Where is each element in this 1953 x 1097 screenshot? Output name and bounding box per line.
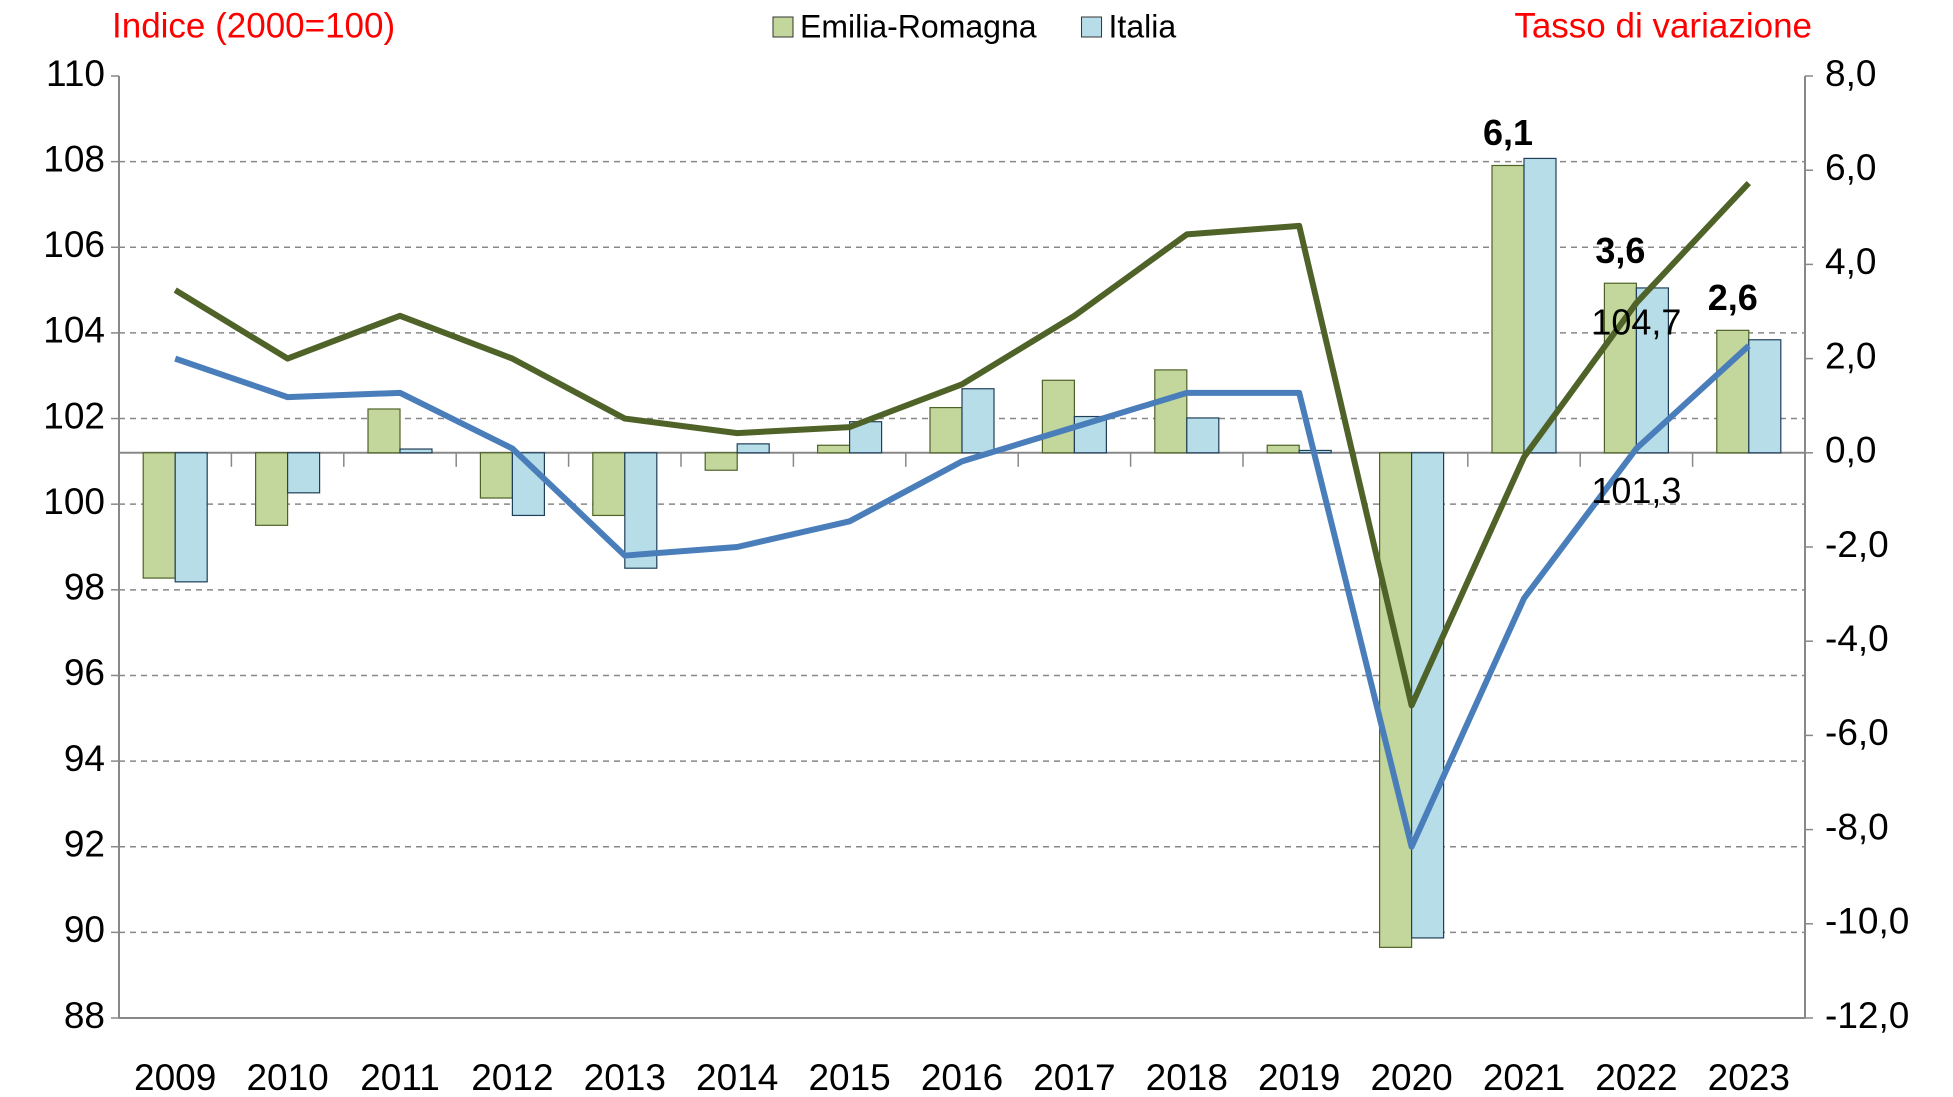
right-axis-title: Tasso di variazione bbox=[1514, 6, 1812, 45]
bar bbox=[1523, 157, 1557, 454]
y-tick-label: 102 bbox=[43, 395, 105, 436]
y2-tick-label: 8,0 bbox=[1825, 53, 1876, 94]
bar bbox=[479, 452, 513, 499]
line-value-label: 104,7 bbox=[1591, 301, 1681, 342]
bar bbox=[1603, 282, 1638, 454]
y2-tick-label: 4,0 bbox=[1825, 241, 1876, 282]
left-axis-title: Indice (2000=100) bbox=[112, 6, 395, 45]
bar bbox=[624, 452, 658, 569]
bar bbox=[929, 406, 963, 454]
bar bbox=[399, 448, 433, 454]
bar bbox=[367, 408, 401, 454]
bar-value-label: 2,6 bbox=[1708, 277, 1758, 318]
bar-value-label: 3,6 bbox=[1595, 230, 1645, 271]
x-tick-label: 2021 bbox=[1483, 1057, 1565, 1097]
x-tick-label: 2023 bbox=[1708, 1057, 1790, 1097]
y2-tick-label: -6,0 bbox=[1825, 712, 1889, 753]
y2-tick-label: -8,0 bbox=[1825, 806, 1889, 847]
y-tick-label: 106 bbox=[43, 224, 105, 265]
bar bbox=[1154, 369, 1188, 454]
legend-swatch bbox=[772, 16, 794, 38]
x-tick-label: 2016 bbox=[921, 1057, 1003, 1097]
y-tick-label: 108 bbox=[43, 138, 105, 179]
y-tick-label: 88 bbox=[64, 995, 105, 1036]
y-tick-label: 98 bbox=[64, 567, 105, 608]
bar-value-label: 6,1 bbox=[1483, 112, 1533, 153]
x-tick-label: 2012 bbox=[471, 1057, 553, 1097]
legend-swatch bbox=[1081, 16, 1103, 38]
bar bbox=[704, 452, 738, 471]
y2-tick-label: -10,0 bbox=[1825, 901, 1909, 942]
y-tick-label: 90 bbox=[64, 909, 105, 950]
line bbox=[174, 343, 1751, 850]
bar bbox=[816, 444, 851, 454]
line-value-label: 101,3 bbox=[1591, 470, 1681, 511]
x-tick-label: 2017 bbox=[1033, 1057, 1115, 1097]
bar bbox=[174, 452, 208, 583]
x-tick-label: 2015 bbox=[808, 1057, 890, 1097]
x-tick-label: 2022 bbox=[1595, 1057, 1677, 1097]
y2-tick-label: 6,0 bbox=[1825, 147, 1876, 188]
y2-tick-label: -2,0 bbox=[1825, 524, 1889, 565]
bar bbox=[1378, 452, 1413, 948]
bar bbox=[1491, 164, 1525, 454]
y2-tick-label: -4,0 bbox=[1825, 618, 1889, 659]
bar bbox=[592, 452, 626, 517]
legend-label: Italia bbox=[1109, 8, 1177, 44]
y-tick-label: 94 bbox=[64, 738, 105, 779]
legend-label: Emilia-Romagna bbox=[800, 8, 1037, 44]
y2-tick-label: 2,0 bbox=[1825, 335, 1876, 376]
x-tick-label: 2009 bbox=[134, 1057, 216, 1097]
bar bbox=[255, 452, 289, 526]
y2-tick-label: -12,0 bbox=[1825, 995, 1909, 1036]
bar bbox=[1266, 444, 1300, 454]
bar bbox=[961, 388, 995, 454]
bar bbox=[287, 452, 321, 494]
y2-tick-label: 0,0 bbox=[1825, 430, 1876, 471]
bar bbox=[1186, 417, 1220, 454]
bar bbox=[1748, 339, 1782, 454]
x-tick-label: 2019 bbox=[1258, 1057, 1340, 1097]
y-tick-label: 96 bbox=[64, 652, 105, 693]
x-tick-label: 2020 bbox=[1370, 1057, 1452, 1097]
bar bbox=[142, 452, 176, 579]
line bbox=[173, 180, 1751, 709]
x-tick-label: 2018 bbox=[1146, 1057, 1228, 1097]
bar bbox=[1041, 379, 1076, 454]
x-tick-label: 2011 bbox=[360, 1057, 440, 1097]
y-tick-label: 104 bbox=[43, 310, 105, 351]
bar bbox=[736, 443, 770, 454]
x-tick-label: 2013 bbox=[584, 1057, 666, 1097]
x-tick-label: 2014 bbox=[696, 1057, 778, 1097]
y-tick-label: 110 bbox=[46, 53, 105, 94]
y-tick-label: 92 bbox=[64, 824, 105, 865]
y-tick-label: 100 bbox=[43, 481, 105, 522]
x-tick-label: 2010 bbox=[246, 1057, 328, 1097]
